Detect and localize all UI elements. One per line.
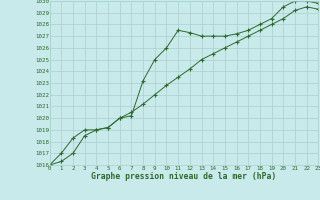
X-axis label: Graphe pression niveau de la mer (hPa): Graphe pression niveau de la mer (hPa)	[92, 172, 276, 181]
